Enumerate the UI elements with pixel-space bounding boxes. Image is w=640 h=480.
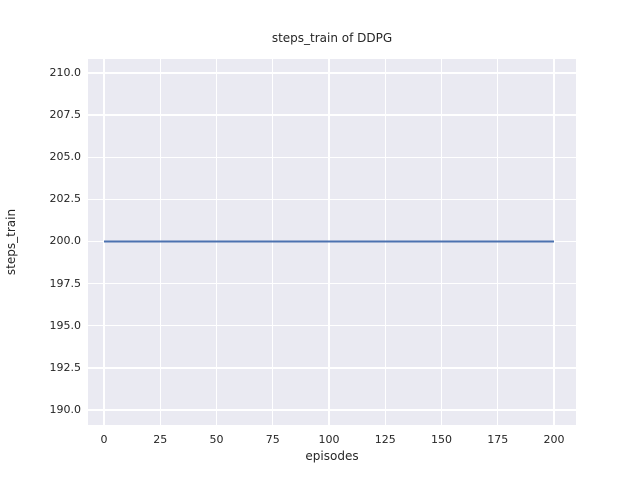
x-tick-label: 100 bbox=[318, 433, 340, 446]
x-tick-label: 25 bbox=[153, 433, 168, 446]
horizontal-gridline bbox=[88, 72, 576, 74]
x-tick-label: 175 bbox=[487, 433, 509, 446]
horizontal-gridline bbox=[88, 156, 576, 158]
plot-area bbox=[88, 59, 576, 425]
x-tick-label: 0 bbox=[100, 433, 108, 446]
horizontal-gridline bbox=[88, 282, 576, 285]
y-tick-label: 197.5 bbox=[49, 276, 82, 290]
x-tick-label: 50 bbox=[209, 433, 224, 446]
y-tick-labels: 190.0 192.5 195.0 197.5 200.0 202.5 205.0 207.5… bbox=[0, 59, 82, 425]
horizontal-gridline bbox=[88, 325, 576, 327]
x-tick-label: 75 bbox=[265, 433, 280, 446]
y-tick-label: 202.5 bbox=[49, 192, 82, 206]
y-tick-label: 190.0 bbox=[49, 403, 82, 416]
y-tick-label: 195.0 bbox=[49, 318, 82, 332]
y-tick-label: 205.0 bbox=[49, 150, 82, 164]
horizontal-gridline bbox=[88, 409, 576, 411]
x-tick-label: 125 bbox=[374, 433, 396, 446]
y-tick-label: 207.5 bbox=[49, 108, 82, 122]
y-tick-label: 192.5 bbox=[49, 360, 82, 374]
horizontal-gridline bbox=[88, 114, 576, 116]
y-tick-label: 210.0 bbox=[49, 65, 82, 79]
horizontal-gridline bbox=[88, 367, 576, 369]
x-tick-label: 150 bbox=[430, 433, 452, 446]
x-tick-labels: 0 25 50 75 100 125 150 175 200 bbox=[88, 433, 576, 449]
x-axis-label: episodes bbox=[305, 449, 359, 463]
line-series-layer bbox=[103, 240, 554, 243]
chart-title: steps_train of DDPG bbox=[271, 31, 393, 45]
y-tick-label: 200.0 bbox=[49, 234, 82, 248]
x-tick-label: 200 bbox=[543, 433, 565, 446]
horizontal-gridline bbox=[88, 198, 576, 201]
